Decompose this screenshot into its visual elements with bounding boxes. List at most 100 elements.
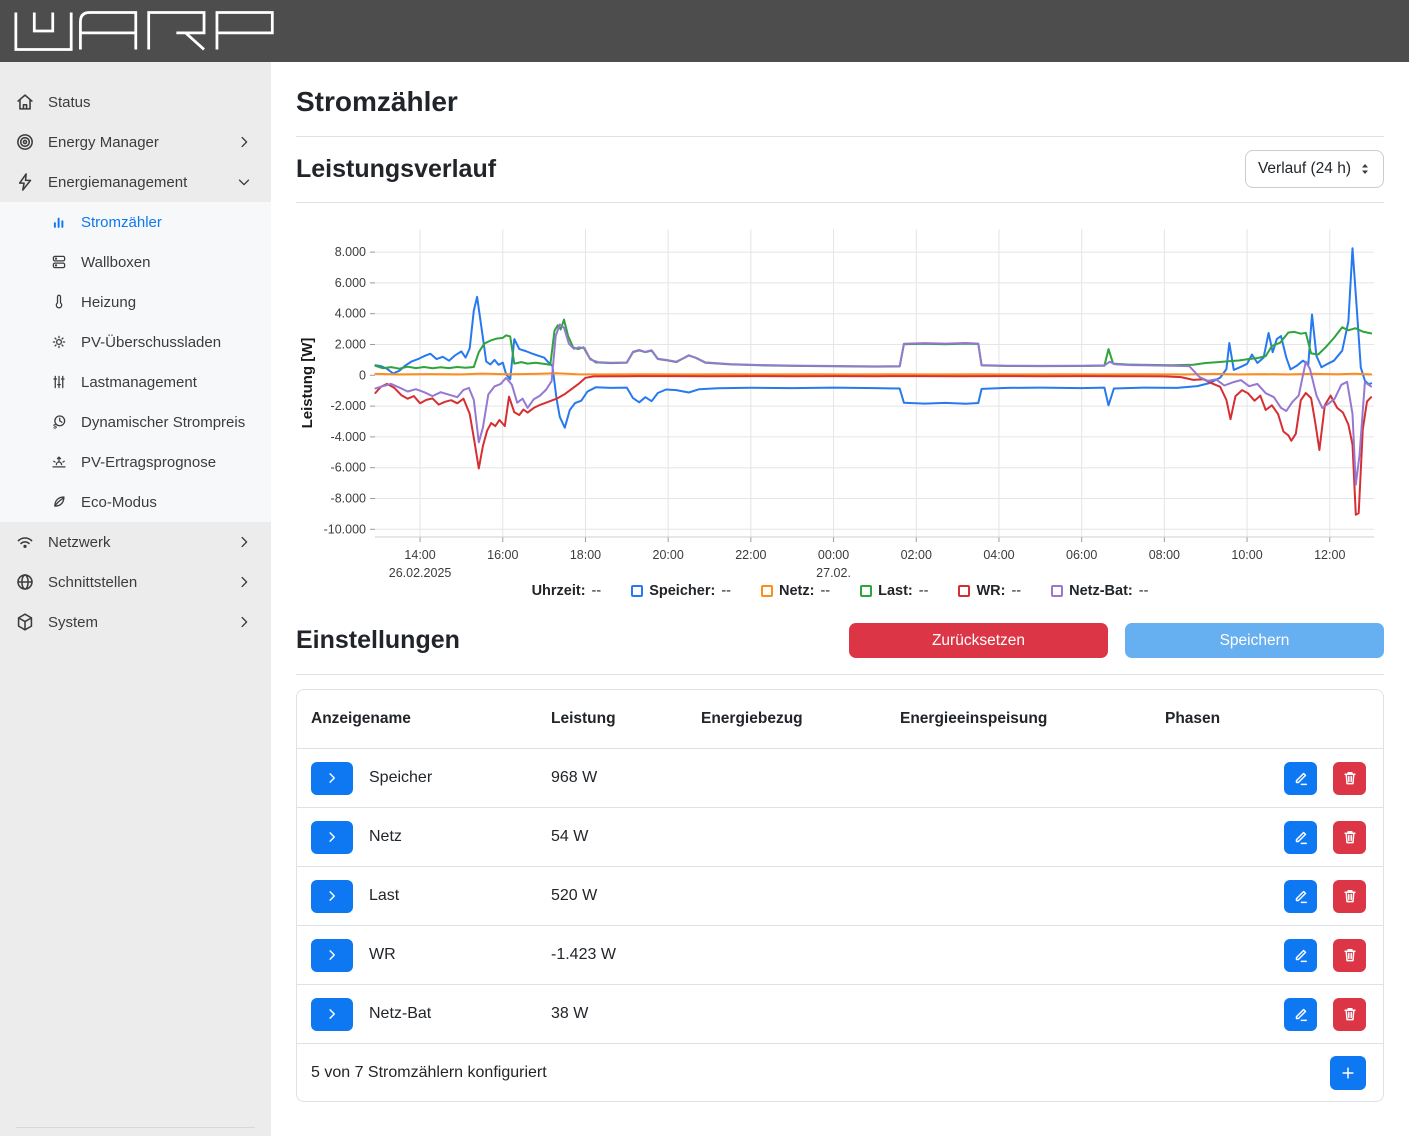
trash-icon — [1343, 949, 1356, 962]
chevron-right-icon — [329, 950, 335, 960]
expand-meter-button[interactable] — [311, 997, 353, 1031]
edit-meter-button[interactable] — [1284, 761, 1317, 795]
sidebar-item-label: Eco-Modus — [81, 493, 157, 511]
svg-text:10:00: 10:00 — [1231, 548, 1262, 562]
delete-meter-button[interactable] — [1333, 761, 1366, 795]
expand-meter-button[interactable] — [311, 820, 353, 854]
col-phasen: Phasen — [1165, 710, 1221, 727]
energiemanagement-submenu: Stromzähler Wallboxen Heizung PV-Übersch… — [0, 202, 271, 522]
history-range-select[interactable]: Verlauf (24 h) — [1244, 150, 1384, 188]
main-content: Stromzähler Leistungsverlauf Verlauf (24… — [271, 62, 1409, 1136]
svg-text:0: 0 — [359, 368, 366, 382]
settings-section-header: Einstellungen Zurücksetzen Speichern — [296, 623, 1384, 675]
sidebar-item-heizung[interactable]: Heizung — [0, 282, 271, 322]
trash-icon — [1343, 890, 1356, 903]
delete-meter-button[interactable] — [1333, 997, 1366, 1031]
plus-icon — [1342, 1066, 1354, 1079]
pencil-icon — [1295, 949, 1307, 963]
expand-meter-button[interactable] — [311, 879, 353, 913]
svg-text:22:00: 22:00 — [735, 548, 766, 562]
bar-chart-icon — [53, 217, 64, 228]
save-button[interactable]: Speichern — [1125, 623, 1384, 658]
sidebar-item-lastmanagement[interactable]: Lastmanagement — [0, 362, 271, 402]
edit-meter-button[interactable] — [1284, 820, 1317, 854]
sidebar-item-pv-ueberschussladen[interactable]: PV-Überschussladen — [0, 322, 271, 362]
svg-text:14:00: 14:00 — [404, 548, 435, 562]
sidebar-item-netzwerk[interactable]: Netzwerk — [0, 522, 271, 562]
sidebar-item-stromzaehler[interactable]: Stromzähler — [0, 202, 271, 242]
sidebar-item-system[interactable]: System — [0, 602, 271, 642]
last-swatch — [860, 585, 873, 597]
col-energiebezug: Energiebezug — [701, 710, 803, 727]
sidebar-item-energiemanagement[interactable]: Energiemanagement — [0, 162, 271, 202]
delete-meter-button[interactable] — [1333, 879, 1366, 913]
page-title: Stromzähler — [296, 86, 1384, 137]
sidebar-item-eco-modus[interactable]: Eco-Modus — [0, 482, 271, 522]
meter-name: Last — [369, 887, 400, 904]
edit-meter-button[interactable] — [1284, 879, 1317, 913]
history-range-value: Verlauf (24 h) — [1257, 160, 1351, 177]
svg-text:12:00: 12:00 — [1314, 548, 1345, 562]
delete-meter-button[interactable] — [1333, 820, 1366, 854]
updown-icon — [1362, 164, 1368, 174]
edit-meter-button[interactable] — [1284, 997, 1317, 1031]
sidebar-item-label: Dynamischer Strompreis — [81, 413, 246, 431]
svg-text:20:00: 20:00 — [653, 548, 684, 562]
pencil-icon — [1295, 1008, 1307, 1022]
svg-text:$: $ — [53, 423, 57, 430]
chevron-right-icon — [329, 773, 335, 783]
edit-meter-button[interactable] — [1284, 938, 1317, 972]
sidebar-item-label: Wallboxen — [81, 253, 151, 271]
pencil-icon — [1295, 831, 1307, 845]
power-chart[interactable]: 8.000 6.000 4.000 2.000 0 -2.000 -4.000 -6.000 -… — [296, 211, 1384, 579]
svg-text:8.000: 8.000 — [335, 245, 366, 259]
meter-power: 968 W — [551, 769, 598, 786]
svg-text:4.000: 4.000 — [335, 307, 366, 321]
sidebar-item-label: Energy Manager — [48, 133, 159, 151]
sidebar-item-status[interactable]: Status — [0, 82, 271, 122]
table-row: Last 520 W — [297, 866, 1383, 925]
sidebar-item-dynamischer-strompreis[interactable]: $ Dynamischer Strompreis — [0, 402, 271, 442]
sunrise-icon — [52, 456, 66, 468]
reset-button[interactable]: Zurücksetzen — [849, 623, 1108, 658]
sidebar-item-energy-manager[interactable]: Energy Manager — [0, 122, 271, 162]
leaf-icon — [54, 496, 65, 507]
sliders-icon — [53, 375, 65, 389]
sidebar-item-wallboxen[interactable]: Wallboxen — [0, 242, 271, 282]
sidebar-item-label: Netzwerk — [48, 533, 111, 551]
power-chart-svg: 8.000 6.000 4.000 2.000 0 -2.000 -4.000 -6.000 -… — [299, 229, 1374, 579]
thermometer-icon — [55, 294, 63, 309]
expand-meter-button[interactable] — [311, 761, 353, 795]
svg-text:-2.000: -2.000 — [331, 399, 366, 413]
chevron-right-icon — [329, 1009, 335, 1019]
price-clock-icon: $ — [53, 415, 66, 430]
wr-swatch — [958, 585, 971, 597]
chevron-right-icon — [329, 832, 335, 842]
meter-name: Netz — [369, 828, 402, 845]
target-icon — [17, 134, 33, 150]
sidebar-item-label: Heizung — [81, 293, 137, 311]
chevron-right-icon — [241, 616, 248, 628]
legend-time: Uhrzeit: -- — [531, 583, 602, 599]
settings-title: Einstellungen — [296, 626, 460, 654]
sidebar-item-schnittstellen[interactable]: Schnittstellen — [0, 562, 271, 602]
meter-name: Netz-Bat — [369, 1005, 432, 1022]
svg-text:6.000: 6.000 — [335, 276, 366, 290]
trash-icon — [1343, 831, 1356, 844]
expand-meter-button[interactable] — [311, 938, 353, 972]
sidebar: Status Energy Manager Energiemanagement … — [0, 62, 271, 1136]
svg-text:2.000: 2.000 — [335, 338, 366, 352]
meter-power: 54 W — [551, 828, 589, 845]
trash-icon — [1343, 772, 1356, 785]
svg-text:06:00: 06:00 — [1066, 548, 1097, 562]
add-meter-button[interactable] — [1330, 1055, 1366, 1090]
legend-last: Last: -- — [860, 583, 928, 599]
sidebar-item-pv-ertragsprognose[interactable]: PV-Ertragsprognose — [0, 442, 271, 482]
cube-icon — [17, 613, 33, 631]
table-row: Speicher 968 W — [297, 748, 1383, 807]
sidebar-item-label: PV-Ertragsprognose — [81, 453, 217, 471]
home-icon — [17, 94, 33, 110]
delete-meter-button[interactable] — [1333, 938, 1366, 972]
svg-text:-8.000: -8.000 — [331, 492, 366, 506]
chart-legend: Uhrzeit: -- Speicher: -- Netz: -- Last: … — [296, 583, 1384, 599]
